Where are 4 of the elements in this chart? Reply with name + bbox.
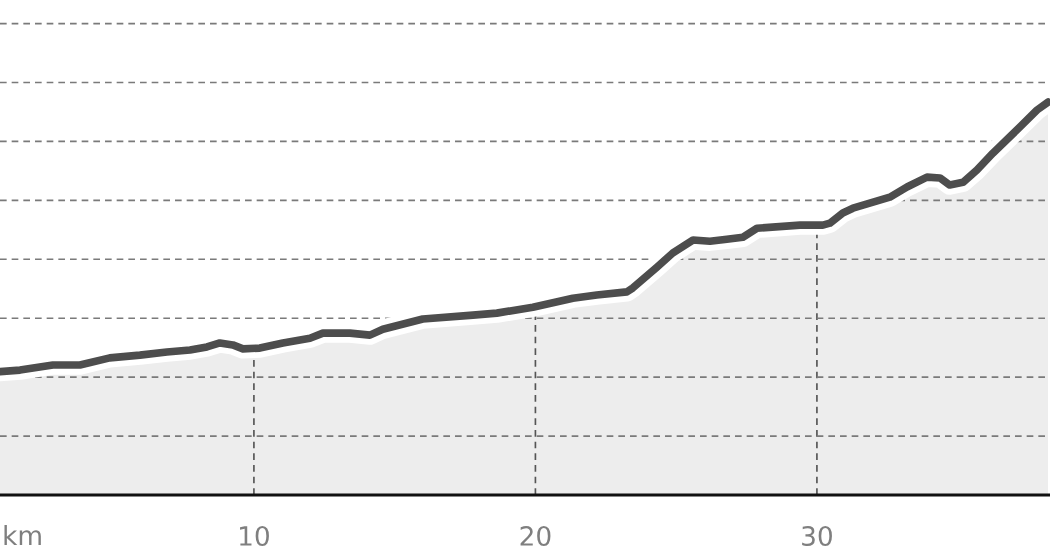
x-tick-label: 20 bbox=[520, 526, 551, 546]
x-tick-label: 10 bbox=[240, 526, 269, 546]
x-tick-label: 30 bbox=[802, 526, 832, 546]
x-axis-title: km bbox=[4, 525, 41, 546]
